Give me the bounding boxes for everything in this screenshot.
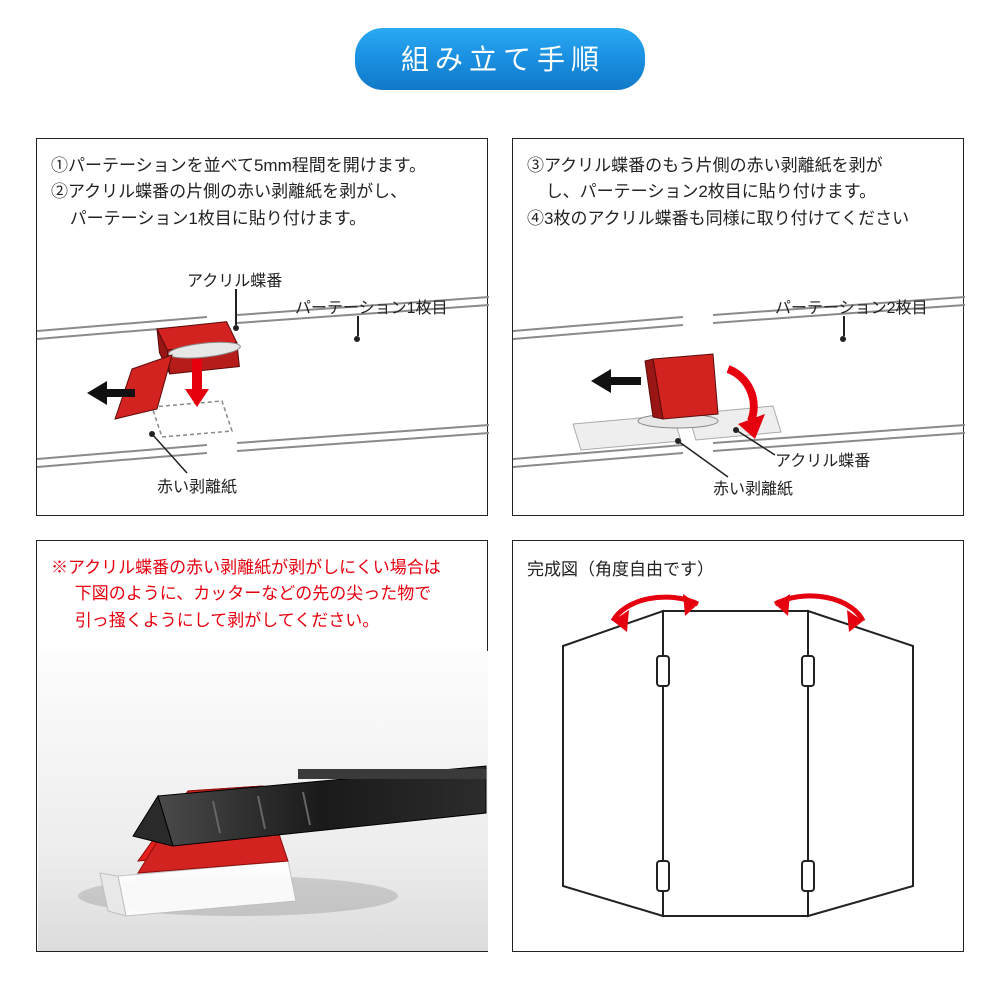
- leader-line: [235, 289, 237, 325]
- note-line-3: 引っ掻くようにして剥がしてください。: [51, 608, 473, 634]
- leader-dot-icon: [233, 325, 239, 331]
- step-4-text: ④3枚のアクリル蝶番も同様に取り付けてください: [527, 206, 949, 232]
- panel-note-cutter: ※アクリル蝶番の赤い剥離紙が剥がしにくい場合は 下図のように、カッターなどの先の…: [36, 540, 488, 952]
- step-2-text-a: ②アクリル蝶番の片側の赤い剥離紙を剥がし、: [51, 179, 473, 205]
- label-partition2: パーテーション2枚目: [775, 294, 928, 318]
- step-text-block: ①パーテーションを並べて5mm程間を開けます。 ②アクリル蝶番の片側の赤い剥離紙…: [37, 139, 487, 232]
- finished-subtitle: 完成図（角度自由です）: [513, 541, 963, 580]
- page-title-pill: 組み立て手順: [355, 28, 645, 90]
- cutter-photo-illustration: [38, 651, 488, 951]
- note-line-1: ※アクリル蝶番の赤い剥離紙が剥がしにくい場合は: [51, 555, 473, 581]
- step-3-text-b: し、パーテーション2枚目に貼り付けます。: [527, 179, 949, 205]
- leader-line: [843, 316, 845, 336]
- finished-diagram: [543, 586, 938, 946]
- label-hinge: アクリル蝶番: [187, 267, 282, 291]
- step-2-text-b: パーテーション1枚目に貼り付けます。: [51, 206, 473, 232]
- note-text-block: ※アクリル蝶番の赤い剥離紙が剥がしにくい場合は 下図のように、カッターなどの先の…: [37, 541, 487, 634]
- label-partition1: パーテーション1枚目: [295, 294, 448, 318]
- panel-step-3-4: ③アクリル蝶番のもう片側の赤い剥離紙を剥が し、パーテーション2枚目に貼り付けま…: [512, 138, 964, 516]
- note-line-2: 下図のように、カッターなどの先の尖った物で: [51, 581, 473, 607]
- step-1-text: ①パーテーションを並べて5mm程間を開けます。: [51, 153, 473, 179]
- leader-line: [357, 316, 359, 336]
- leader-line: [668, 439, 748, 483]
- step-3-text-a: ③アクリル蝶番のもう片側の赤い剥離紙を剥が: [527, 153, 949, 179]
- leader-line: [142, 429, 222, 479]
- step-text-block: ③アクリル蝶番のもう片側の赤い剥離紙を剥が し、パーテーション2枚目に貼り付けま…: [513, 139, 963, 232]
- panel-finished: 完成図（角度自由です）: [512, 540, 964, 952]
- panel-step-1-2: ①パーテーションを並べて5mm程間を開けます。 ②アクリル蝶番の片側の赤い剥離紙…: [36, 138, 488, 516]
- leader-dot-icon: [354, 336, 360, 342]
- leader-dot-icon: [840, 336, 846, 342]
